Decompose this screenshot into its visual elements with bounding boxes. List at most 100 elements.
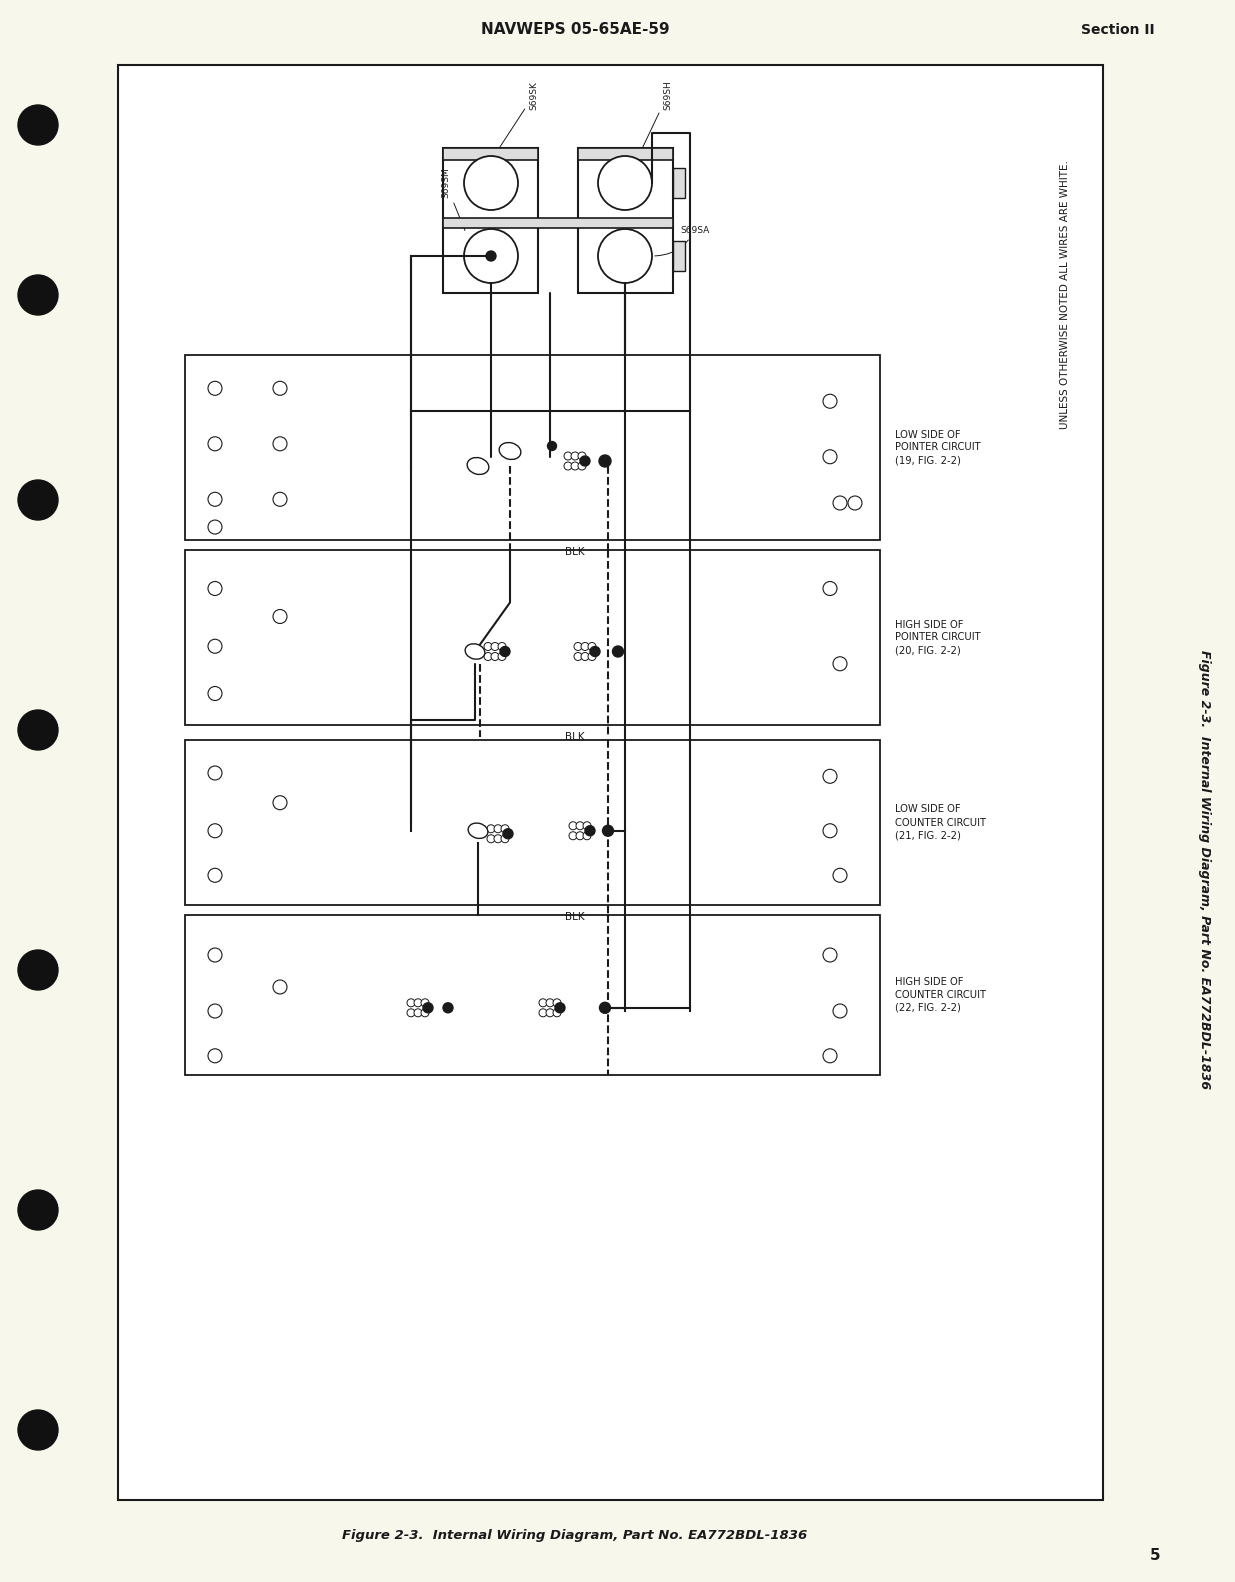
Circle shape [823,824,837,838]
Circle shape [207,437,222,451]
Ellipse shape [468,823,488,838]
Circle shape [613,645,624,657]
Circle shape [19,104,58,146]
Text: (21, FIG. 2-2): (21, FIG. 2-2) [895,831,961,840]
Text: BLK: BLK [566,547,585,557]
Circle shape [574,652,582,661]
Circle shape [580,456,590,467]
Circle shape [19,1190,58,1229]
Circle shape [599,1003,610,1014]
Circle shape [848,497,862,509]
Circle shape [576,821,584,829]
Circle shape [421,998,429,1006]
Circle shape [484,642,492,650]
Bar [185,551,881,725]
Circle shape [492,652,499,661]
Circle shape [207,687,222,701]
Circle shape [553,1009,561,1017]
Bar [185,740,881,905]
Ellipse shape [467,457,489,475]
Circle shape [501,835,509,843]
Circle shape [588,642,597,650]
Circle shape [494,835,501,843]
Text: S69SM: S69SM [441,168,464,231]
Bar [673,240,685,271]
Circle shape [564,462,572,470]
Circle shape [580,642,589,650]
Circle shape [273,437,287,451]
Circle shape [207,1049,222,1063]
Bar [185,354,881,539]
Circle shape [546,1009,555,1017]
Circle shape [19,1410,58,1451]
Bar [119,65,1103,1500]
Ellipse shape [466,644,485,660]
Circle shape [823,948,837,962]
Circle shape [484,652,492,661]
Text: HIGH SIDE OF: HIGH SIDE OF [895,978,963,987]
Circle shape [207,869,222,883]
Ellipse shape [499,443,521,459]
Circle shape [19,275,58,315]
Circle shape [207,824,222,838]
Text: HIGH SIDE OF: HIGH SIDE OF [895,620,963,630]
Circle shape [487,824,495,832]
Bar [185,914,881,1076]
Circle shape [576,832,584,840]
Circle shape [503,829,513,838]
Circle shape [583,821,592,829]
Text: COUNTER CIRCUIT: COUNTER CIRCUIT [895,990,986,1000]
Circle shape [414,998,422,1006]
Circle shape [421,1009,429,1017]
Circle shape [273,381,287,396]
Circle shape [571,452,579,460]
Circle shape [583,832,592,840]
Circle shape [500,647,510,657]
Circle shape [553,998,561,1006]
Circle shape [424,1003,433,1012]
Circle shape [598,157,652,210]
Circle shape [207,766,222,780]
Circle shape [498,642,506,650]
Circle shape [823,1049,837,1063]
Text: LOW SIDE OF: LOW SIDE OF [895,805,961,815]
Text: S69SH: S69SH [641,81,672,150]
Circle shape [501,824,509,832]
Text: 5: 5 [1150,1547,1161,1563]
Circle shape [823,449,837,464]
Circle shape [207,381,222,396]
Circle shape [569,821,577,829]
Bar [443,218,673,228]
Bar [578,149,673,160]
Circle shape [207,639,222,653]
Circle shape [588,652,597,661]
Bar [443,149,538,160]
Circle shape [823,582,837,595]
Circle shape [464,229,517,283]
Circle shape [598,229,652,283]
Circle shape [207,948,222,962]
Circle shape [578,452,585,460]
Circle shape [464,157,517,210]
Bar [578,149,673,293]
Text: BLK: BLK [566,732,585,742]
Circle shape [498,652,506,661]
Circle shape [207,1005,222,1017]
Text: Figure 2-3.  Internal Wiring Diagram, Part No. EA772BDL-1836: Figure 2-3. Internal Wiring Diagram, Par… [342,1528,808,1541]
Circle shape [546,998,555,1006]
Circle shape [832,497,847,509]
Text: S69SK: S69SK [498,81,538,150]
Circle shape [823,769,837,783]
Text: POINTER CIRCUIT: POINTER CIRCUIT [895,443,981,452]
Text: (20, FIG. 2-2): (20, FIG. 2-2) [895,645,961,655]
Text: Section II: Section II [1082,24,1155,36]
Circle shape [492,642,499,650]
Circle shape [19,479,58,520]
Circle shape [590,647,600,657]
Circle shape [273,492,287,506]
Circle shape [599,456,611,467]
Circle shape [538,998,547,1006]
Circle shape [487,252,496,261]
Circle shape [578,462,585,470]
Circle shape [555,1003,564,1012]
